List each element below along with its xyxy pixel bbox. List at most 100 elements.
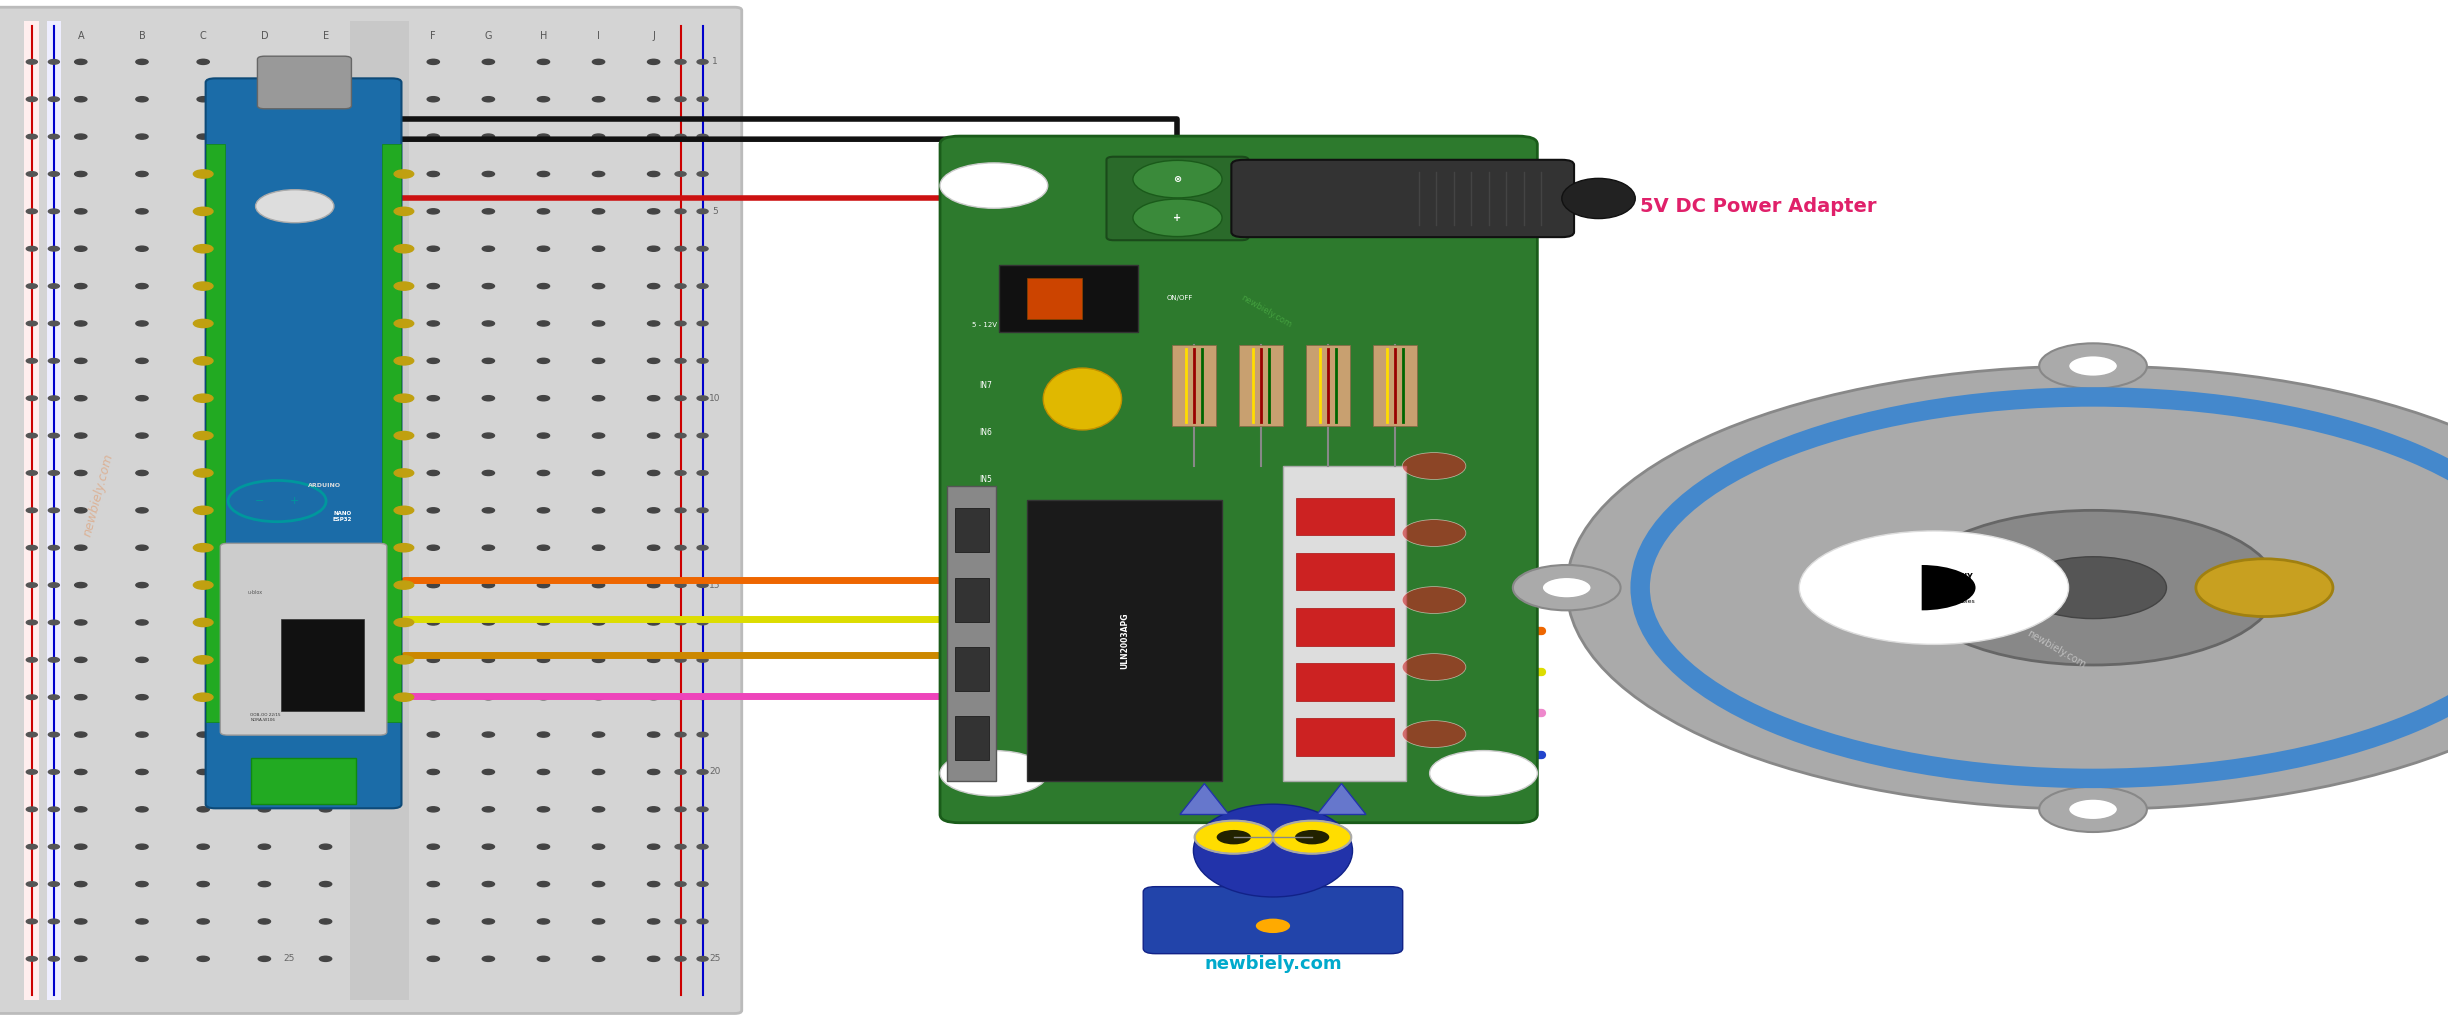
Circle shape bbox=[193, 619, 213, 627]
Circle shape bbox=[536, 658, 548, 663]
Circle shape bbox=[135, 957, 147, 961]
Circle shape bbox=[676, 284, 685, 289]
Circle shape bbox=[482, 321, 494, 326]
Circle shape bbox=[73, 508, 88, 513]
Circle shape bbox=[73, 59, 88, 64]
Circle shape bbox=[698, 60, 707, 64]
Circle shape bbox=[49, 470, 59, 475]
Circle shape bbox=[27, 545, 37, 551]
Circle shape bbox=[196, 59, 208, 64]
Circle shape bbox=[592, 695, 605, 700]
Circle shape bbox=[196, 97, 208, 102]
Circle shape bbox=[27, 658, 37, 662]
Text: 20: 20 bbox=[710, 767, 720, 776]
Circle shape bbox=[698, 957, 707, 961]
Circle shape bbox=[676, 882, 685, 887]
Circle shape bbox=[196, 171, 208, 176]
Circle shape bbox=[135, 208, 147, 214]
Circle shape bbox=[255, 190, 333, 223]
Circle shape bbox=[135, 882, 147, 887]
Circle shape bbox=[482, 359, 494, 364]
Circle shape bbox=[592, 171, 605, 176]
Circle shape bbox=[318, 171, 330, 176]
Circle shape bbox=[318, 246, 330, 252]
Circle shape bbox=[426, 844, 441, 850]
Circle shape bbox=[394, 693, 414, 701]
Circle shape bbox=[257, 769, 269, 774]
Circle shape bbox=[394, 619, 414, 627]
Circle shape bbox=[646, 919, 659, 924]
Bar bbox=[1239, 345, 1283, 426]
Circle shape bbox=[318, 359, 330, 364]
Circle shape bbox=[592, 134, 605, 139]
Circle shape bbox=[592, 208, 605, 214]
Circle shape bbox=[646, 134, 659, 139]
Circle shape bbox=[676, 359, 685, 363]
Circle shape bbox=[536, 321, 548, 326]
Circle shape bbox=[426, 433, 441, 438]
Circle shape bbox=[49, 957, 59, 961]
Circle shape bbox=[49, 209, 59, 213]
Circle shape bbox=[73, 807, 88, 812]
Circle shape bbox=[318, 583, 330, 588]
Circle shape bbox=[49, 769, 59, 774]
Circle shape bbox=[646, 321, 659, 326]
Circle shape bbox=[536, 284, 548, 289]
Circle shape bbox=[135, 246, 147, 252]
Circle shape bbox=[318, 433, 330, 438]
Circle shape bbox=[426, 919, 441, 924]
Circle shape bbox=[73, 658, 88, 663]
Circle shape bbox=[49, 658, 59, 662]
Circle shape bbox=[394, 357, 414, 365]
Circle shape bbox=[646, 658, 659, 663]
Circle shape bbox=[676, 957, 685, 961]
Circle shape bbox=[2069, 356, 2118, 376]
Circle shape bbox=[135, 732, 147, 737]
Circle shape bbox=[73, 321, 88, 326]
Circle shape bbox=[592, 844, 605, 850]
Circle shape bbox=[49, 171, 59, 176]
Circle shape bbox=[482, 396, 494, 401]
Circle shape bbox=[257, 545, 269, 551]
Circle shape bbox=[49, 882, 59, 887]
Circle shape bbox=[698, 807, 707, 811]
Circle shape bbox=[394, 244, 414, 253]
Circle shape bbox=[536, 433, 548, 438]
Circle shape bbox=[698, 321, 707, 326]
Circle shape bbox=[426, 59, 441, 64]
Text: IN7: IN7 bbox=[979, 381, 991, 390]
Circle shape bbox=[592, 396, 605, 401]
Circle shape bbox=[592, 620, 605, 625]
Circle shape bbox=[698, 732, 707, 737]
Circle shape bbox=[646, 732, 659, 737]
Bar bbox=[955, 577, 989, 622]
Text: 1: 1 bbox=[712, 58, 717, 66]
Circle shape bbox=[27, 284, 37, 289]
Circle shape bbox=[394, 656, 414, 664]
Circle shape bbox=[2039, 787, 2147, 832]
Circle shape bbox=[1403, 587, 1466, 613]
Bar bbox=[282, 619, 365, 711]
Circle shape bbox=[49, 284, 59, 289]
Circle shape bbox=[73, 134, 88, 139]
Circle shape bbox=[676, 97, 685, 102]
Circle shape bbox=[135, 284, 147, 289]
Circle shape bbox=[646, 844, 659, 850]
Circle shape bbox=[73, 246, 88, 252]
Circle shape bbox=[27, 769, 37, 774]
Wedge shape bbox=[1922, 565, 1976, 610]
Circle shape bbox=[318, 844, 330, 850]
Circle shape bbox=[592, 97, 605, 102]
Circle shape bbox=[27, 957, 37, 961]
Circle shape bbox=[49, 695, 59, 699]
Circle shape bbox=[646, 470, 659, 475]
Circle shape bbox=[482, 208, 494, 214]
Circle shape bbox=[592, 658, 605, 663]
Circle shape bbox=[698, 246, 707, 252]
Circle shape bbox=[257, 246, 269, 252]
Circle shape bbox=[257, 957, 269, 961]
Circle shape bbox=[1256, 919, 1290, 933]
Circle shape bbox=[592, 433, 605, 438]
Circle shape bbox=[318, 508, 330, 513]
Circle shape bbox=[1430, 163, 1537, 208]
